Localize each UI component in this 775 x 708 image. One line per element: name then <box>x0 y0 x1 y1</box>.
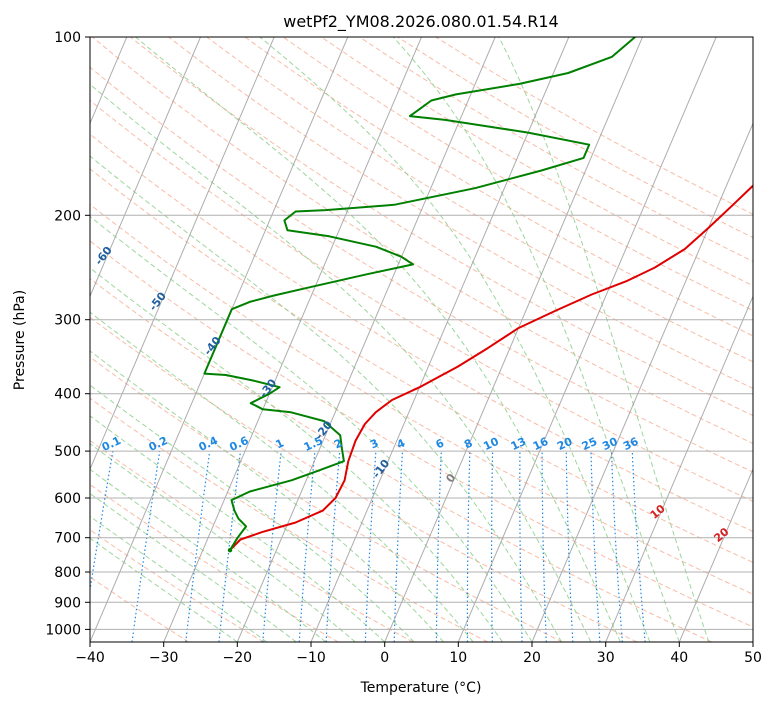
dry-adiabat-line <box>90 356 563 642</box>
plot-frame <box>89 36 754 643</box>
x-tick-label: 30 <box>597 650 615 666</box>
dry-adiabat-line <box>90 397 488 642</box>
y-tick-label: 900 <box>54 595 81 611</box>
moist-adiabat-line <box>90 350 444 642</box>
dry-adiabat-line <box>90 66 753 473</box>
moist-adiabat-line <box>498 37 710 642</box>
x-tick-label: −40 <box>75 650 105 666</box>
y-tick-label: 800 <box>54 565 81 581</box>
isotherm-line <box>90 37 201 298</box>
dry-adiabat-line <box>244 37 753 337</box>
x-tick-label: 50 <box>744 650 762 666</box>
temperature-profile-line <box>230 184 753 550</box>
dewpoint-profile-line <box>203 37 636 551</box>
moist-adiabat-line <box>90 155 562 642</box>
y-tick-label: 600 <box>54 491 81 507</box>
dry-adiabat-line <box>90 278 712 642</box>
mixing-ratio-line <box>218 451 242 642</box>
x-axis-title: Temperature (°C) <box>360 680 482 696</box>
isotherm-line <box>457 37 717 642</box>
isotherm-line <box>310 37 570 642</box>
isotherm-line <box>531 122 753 642</box>
isotherm-line <box>678 467 753 642</box>
dry-adiabat-line <box>90 168 753 563</box>
y-tick-label: 700 <box>54 531 81 547</box>
isotherm-line <box>605 295 753 642</box>
mixing-ratio-label: 16 <box>531 435 551 453</box>
y-tick-label: 1000 <box>45 622 81 638</box>
moist-adiabat-line <box>90 83 592 642</box>
dry-adiabat-line <box>90 99 753 502</box>
y-axis-title: Pressure (hPa) <box>12 290 28 390</box>
moist-adiabat-line <box>90 515 268 642</box>
x-tick-label: −10 <box>296 650 326 666</box>
isotherm-line <box>384 37 643 642</box>
isotherms <box>90 37 753 642</box>
moist-adiabat-line <box>90 468 327 642</box>
mixing-ratio-line <box>262 451 282 642</box>
dry-adiabat-line <box>90 483 339 642</box>
x-tick-label: 10 <box>449 650 467 666</box>
mixing-ratio-label: 25 <box>580 435 599 453</box>
moist-adiabat-line <box>90 215 533 642</box>
mixing-ratio-line <box>185 451 211 642</box>
x-tick-label: 20 <box>523 650 541 666</box>
moist-adiabat-line <box>90 311 474 642</box>
isotherm-line <box>90 37 275 471</box>
mixing-ratio-line <box>631 451 646 642</box>
x-tick-label: 0 <box>380 650 389 666</box>
dry-adiabat-line <box>90 529 264 642</box>
x-axis: −40 −30 −20 −10 0 10 20 30 40 50 <box>75 642 762 666</box>
isotherm-line <box>236 37 496 642</box>
y-tick-label: 300 <box>54 313 81 329</box>
moist-adiabat-line <box>135 37 621 642</box>
x-tick-label: 40 <box>670 650 688 666</box>
y-tick-label: 400 <box>54 387 81 403</box>
moist-adiabat-line <box>392 37 680 642</box>
dry-adiabat-line <box>90 203 753 595</box>
dry-adiabat-line <box>282 37 753 312</box>
x-tick-label: −30 <box>149 650 179 666</box>
mixing-ratio-label: 20 <box>555 435 575 453</box>
dry-adiabat-line <box>168 37 753 389</box>
y-tick-label: 500 <box>54 444 81 460</box>
y-tick-label: 100 <box>54 30 81 46</box>
mixing-ratio-label: 36 <box>621 435 641 453</box>
pressure-gridlines <box>90 37 753 630</box>
dewpoint-start-marker <box>227 548 233 553</box>
y-axis: 1000 900 800 700 600 500 400 300 200 100 <box>45 30 90 638</box>
y-tick-label: 200 <box>54 208 81 224</box>
mixing-ratio-line <box>90 450 114 594</box>
mixing-ratio-line <box>298 451 316 642</box>
profile-series <box>203 37 753 553</box>
moist-adiabat-line <box>90 415 386 642</box>
dry-adiabat-line <box>90 316 638 642</box>
mixing-ratio-label: 10 <box>481 435 501 453</box>
moist-adiabat-line <box>90 443 356 642</box>
x-tick-label: −20 <box>223 650 253 666</box>
mixing-ratio-label: 13 <box>509 435 528 453</box>
mixing-ratio-label: 30 <box>600 435 620 453</box>
dry-adiabat-line <box>90 133 753 533</box>
moist-adiabat-line <box>90 267 503 642</box>
chart-title: wetPf2_YM08.2026.080.01.54.R14 <box>283 12 558 32</box>
isotherm-line <box>163 37 422 642</box>
dry-adiabat-line <box>90 240 753 628</box>
dry-adiabat-line <box>206 37 753 363</box>
moist-adiabat-line <box>90 537 238 642</box>
